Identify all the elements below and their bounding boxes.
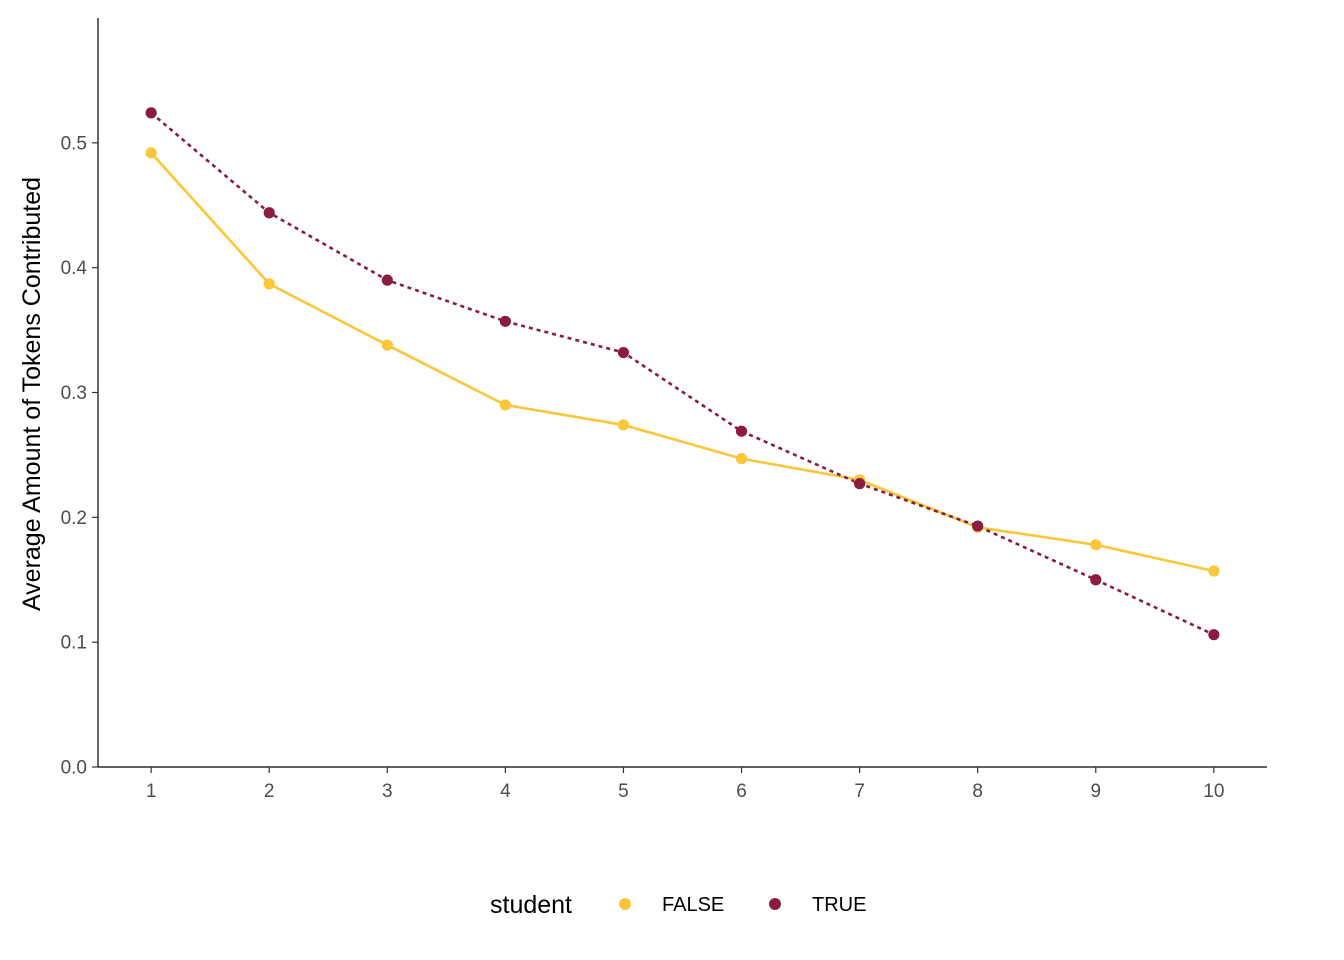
x-tick-label: 2 <box>264 781 275 802</box>
data-point <box>499 315 511 327</box>
x-tick-label: 5 <box>618 781 629 802</box>
data-point <box>499 399 511 411</box>
data-point <box>972 520 984 532</box>
series-false <box>150 151 1215 573</box>
data-point <box>263 278 275 290</box>
y-tick-label: 0.2 <box>61 508 87 529</box>
data-point <box>145 107 157 119</box>
y-tick-label: 0.1 <box>61 633 87 654</box>
data-point <box>735 453 748 465</box>
series-line-false <box>150 151 1215 573</box>
y-tick-label: 0.3 <box>61 383 87 404</box>
y-axis-title: Average Amount of Tokens Contributed <box>18 177 46 611</box>
x-tick-label: 7 <box>854 781 865 802</box>
data-point <box>381 274 393 286</box>
x-tick-label: 10 <box>1203 781 1224 802</box>
data-point <box>735 425 748 437</box>
x-tick-label: 3 <box>382 781 393 802</box>
data-point <box>145 147 157 159</box>
legend-key-false <box>619 898 631 910</box>
data-point <box>617 346 630 359</box>
data-point <box>1090 574 1102 586</box>
data-point <box>617 419 630 431</box>
y-tick-label: 0.0 <box>61 758 87 779</box>
series-line-true <box>150 111 1215 636</box>
data-point <box>1208 629 1220 641</box>
x-axis: 1 2 3 4 5 6 7 8 9 10 <box>98 766 1267 802</box>
data-point <box>854 478 866 490</box>
x-tick-label: 6 <box>736 781 747 802</box>
y-axis: 0.0 0.1 0.2 0.3 0.4 0.5 <box>61 18 99 779</box>
data-point <box>263 207 275 219</box>
legend-label-false: FALSE <box>662 894 724 916</box>
series-true <box>150 111 1215 636</box>
y-tick-label: 0.5 <box>61 133 87 154</box>
data-point <box>1208 565 1220 577</box>
x-tick-label: 1 <box>146 781 157 802</box>
x-tick-label: 9 <box>1090 781 1101 802</box>
data-point <box>1090 539 1102 551</box>
x-tick-label: 4 <box>500 781 511 802</box>
legend-label-true: TRUE <box>812 894 866 916</box>
plot-area <box>145 107 1220 641</box>
series-points-false <box>145 147 1220 577</box>
y-tick-label: 0.4 <box>61 258 88 279</box>
legend-key-true <box>769 898 781 910</box>
legend-title: student <box>490 891 572 919</box>
series-points-true <box>145 107 1220 641</box>
legend: student FALSE TRUE <box>490 891 866 919</box>
data-point <box>381 339 393 351</box>
x-tick-label: 8 <box>972 781 983 802</box>
